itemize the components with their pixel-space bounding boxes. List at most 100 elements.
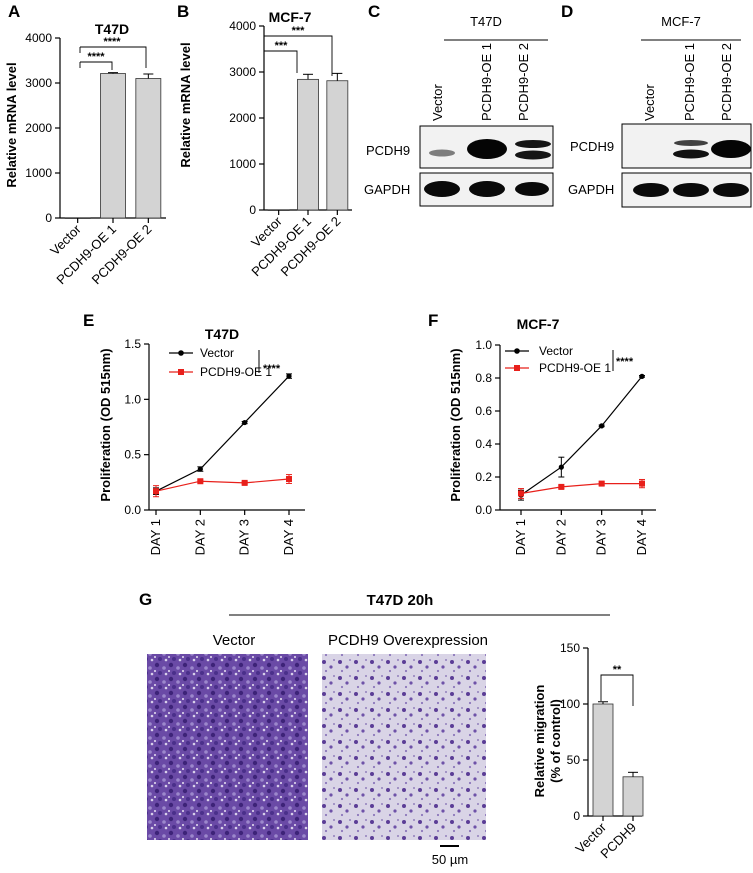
- panel-e-point: [241, 479, 248, 486]
- panel-d-lane-3: PCDH9-OE 2: [719, 43, 734, 121]
- panel-d-letter: D: [561, 2, 573, 21]
- panel-d-gapdh-3: [713, 183, 749, 197]
- panel-a-ytick-label: 2000: [25, 121, 52, 135]
- panel-f-legend-vector-marker: [514, 348, 520, 354]
- panel-g-image-pcdh9: [322, 654, 486, 840]
- panel-a-title: T47D: [95, 21, 129, 37]
- panel-e-legend-vector: Vector: [200, 346, 234, 360]
- panel-b-ytick-label: 3000: [229, 65, 256, 79]
- panel-c-header: T47D: [470, 14, 502, 29]
- panel-b-ytick-label: 0: [249, 203, 256, 217]
- panel-f-ylabel: Proliferation (OD 515nm): [448, 348, 463, 501]
- panel-g-ytick-label: 100: [560, 697, 580, 711]
- panel-e-xtick-label: DAY 2: [192, 519, 207, 555]
- panel-c-lane-3: PCDH9-OE 2: [516, 43, 531, 121]
- panel-e-ylabel: Proliferation (OD 515nm): [98, 348, 113, 501]
- panel-e-letter: E: [83, 311, 94, 330]
- panel-f-xtick-label: DAY 3: [594, 519, 609, 555]
- panel-c-band-3b: [515, 150, 551, 160]
- panel-c-row-pcdh9: PCDH9: [366, 143, 410, 158]
- panel-b-bar: [297, 78, 319, 211]
- panel-g-ytick-label: 50: [567, 753, 581, 767]
- panel-c: C T47D Vector PCDH9-OE 1 PCDH9-OE 2 PCDH…: [364, 2, 554, 207]
- panel-b-letter: B: [177, 2, 189, 21]
- panel-f-point: [599, 423, 605, 429]
- panel-g-header: T47D 20h: [367, 592, 434, 609]
- panel-a-ytick-label: 4000: [25, 31, 52, 45]
- panel-f-ytick-label: 0.4: [475, 437, 492, 451]
- panel-e-ytick-label: 0.0: [124, 503, 141, 517]
- panel-d-gapdh-2: [673, 183, 709, 197]
- panel-g-bracket: [600, 674, 634, 706]
- panel-d-lane-1: Vector: [642, 83, 657, 121]
- panel-e: E T47D Proliferation (OD 515nm) 0.0 0.5 1.…: [83, 311, 305, 555]
- panel-a-bracket-2: [80, 46, 147, 68]
- panel-c-gapdh-3: [515, 182, 549, 196]
- panel-a: A T47D Relative mRNA level 0 1000 2000 3000…: [4, 2, 166, 287]
- panel-e-xtick-label: DAY 1: [148, 519, 163, 555]
- panel-c-band-2: [467, 139, 507, 159]
- panel-b-ytick-label: 4000: [229, 19, 256, 33]
- panel-a-bracket-1: [80, 61, 113, 70]
- panel-f-letter: F: [428, 311, 438, 330]
- panel-a-bar: [100, 73, 126, 219]
- panel-b-bar: [326, 80, 349, 211]
- panel-g-bar: [622, 776, 644, 817]
- panel-g-ytick-label: 150: [560, 641, 580, 655]
- panel-f-point: [639, 480, 645, 487]
- panel-f-series-line: [520, 483, 642, 495]
- panel-f-legend-oe: PCDH9-OE 1: [539, 361, 611, 375]
- panel-f-point: [558, 483, 565, 490]
- panel-e-series-line: [155, 478, 290, 492]
- panel-g-img-right-label: PCDH9 Overexpression: [328, 632, 488, 649]
- panel-e-xtick-label: DAY 4: [281, 519, 296, 555]
- panel-c-gapdh-1: [424, 181, 460, 197]
- panel-b-sig-2: ***: [292, 25, 306, 37]
- panel-d-lane-2: PCDH9-OE 1: [682, 43, 697, 121]
- panel-a-ytick-label: 1000: [25, 166, 52, 180]
- panel-f-xtick-label: DAY 1: [513, 519, 528, 555]
- panel-d: D MCF-7 Vector PCDH9-OE 1 PCDH9-OE 2 PCD…: [561, 2, 752, 208]
- panel-a-ylabel: Relative mRNA level: [4, 62, 19, 187]
- panel-g-scalebar-label: 50 µm: [432, 852, 468, 867]
- panel-a-sig-2: ****: [103, 36, 121, 48]
- panel-a-bar: [135, 78, 162, 219]
- panel-b-sig-1: ***: [275, 40, 289, 52]
- panel-c-gapdh-2: [469, 181, 505, 197]
- panel-b: B MCF-7 Relative mRNA level 0 1000 2000 300…: [177, 2, 352, 279]
- panel-e-point: [286, 373, 292, 379]
- panel-d-band-2b: [673, 149, 709, 159]
- panel-f-ytick-label: 0.2: [475, 470, 492, 484]
- panel-f-point: [598, 480, 605, 487]
- panel-e-point: [286, 476, 292, 483]
- panel-e-legend-oe-marker: [178, 369, 184, 375]
- panel-f-point: [558, 464, 564, 470]
- panel-f-xtick-label: DAY 2: [553, 519, 568, 555]
- panel-b-title: MCF-7: [269, 9, 312, 25]
- panel-d-gapdh-1: [633, 183, 669, 197]
- panel-e-point: [153, 488, 159, 495]
- panel-f-point: [639, 373, 645, 379]
- panel-f-title: MCF-7: [517, 316, 560, 332]
- panel-f-series-line: [520, 375, 643, 496]
- panel-e-xtick-label: DAY 3: [237, 519, 252, 555]
- panel-b-ytick-label: 2000: [229, 111, 256, 125]
- panel-a-ytick-label: 0: [45, 211, 52, 225]
- panel-f-ytick-label: 0.0: [475, 503, 492, 517]
- panel-c-lane-2: PCDH9-OE 1: [479, 43, 494, 121]
- panel-e-point: [197, 478, 204, 485]
- panel-b-ylabel: Relative mRNA level: [178, 42, 193, 167]
- panel-g-ytick-label: 0: [573, 809, 580, 823]
- panel-a-ytick-label: 3000: [25, 76, 52, 90]
- panel-e-point: [242, 419, 248, 426]
- panel-a-letter: A: [8, 2, 20, 21]
- panel-f: F MCF-7 Proliferation (OD 515nm) 0.0 0.2 0…: [428, 311, 656, 555]
- panel-f-legend-oe-marker: [514, 365, 520, 371]
- panel-b-bracket-1: [264, 50, 298, 73]
- panel-g: G T47D 20h Vector PCDH9 Overexpression 5…: [139, 590, 644, 867]
- panel-f-xtick-label: DAY 4: [634, 519, 649, 555]
- panel-e-ytick-label: 0.5: [124, 448, 141, 462]
- panel-c-lane-1: Vector: [430, 83, 445, 121]
- panel-d-band-2a: [674, 140, 708, 146]
- panel-g-bar: [592, 703, 614, 817]
